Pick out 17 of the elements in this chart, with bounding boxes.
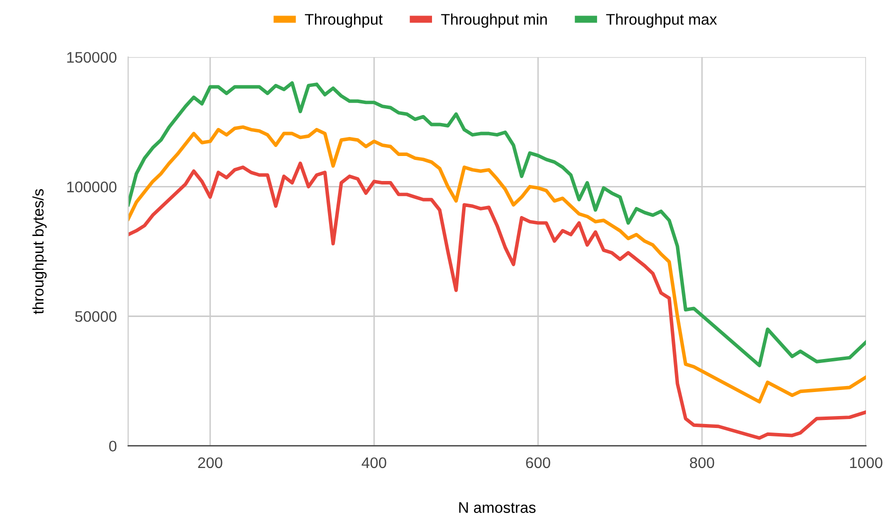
x-axis-title: N amostras xyxy=(459,502,536,513)
x-tick-label: 200 xyxy=(198,457,222,468)
y-axis-title: throughput bytes/s xyxy=(32,189,47,314)
legend-label: Throughput min xyxy=(441,14,547,28)
line-series xyxy=(128,125,866,404)
y-tick-label: 50000 xyxy=(75,311,116,322)
y-tick-label: 100000 xyxy=(67,182,116,192)
x-tick-label: 1000 xyxy=(850,457,882,468)
legend-label: Throughput xyxy=(304,14,383,28)
legend-label: Throughput max xyxy=(606,14,717,28)
x-tick-label: 800 xyxy=(690,457,714,468)
y-tick-label: 150000 xyxy=(67,52,116,63)
line-series xyxy=(128,81,866,368)
x-tick-label: 600 xyxy=(526,457,550,468)
line-series xyxy=(128,162,866,440)
y-tick-label: 0 xyxy=(109,440,116,452)
x-tick-label: 400 xyxy=(362,457,386,468)
